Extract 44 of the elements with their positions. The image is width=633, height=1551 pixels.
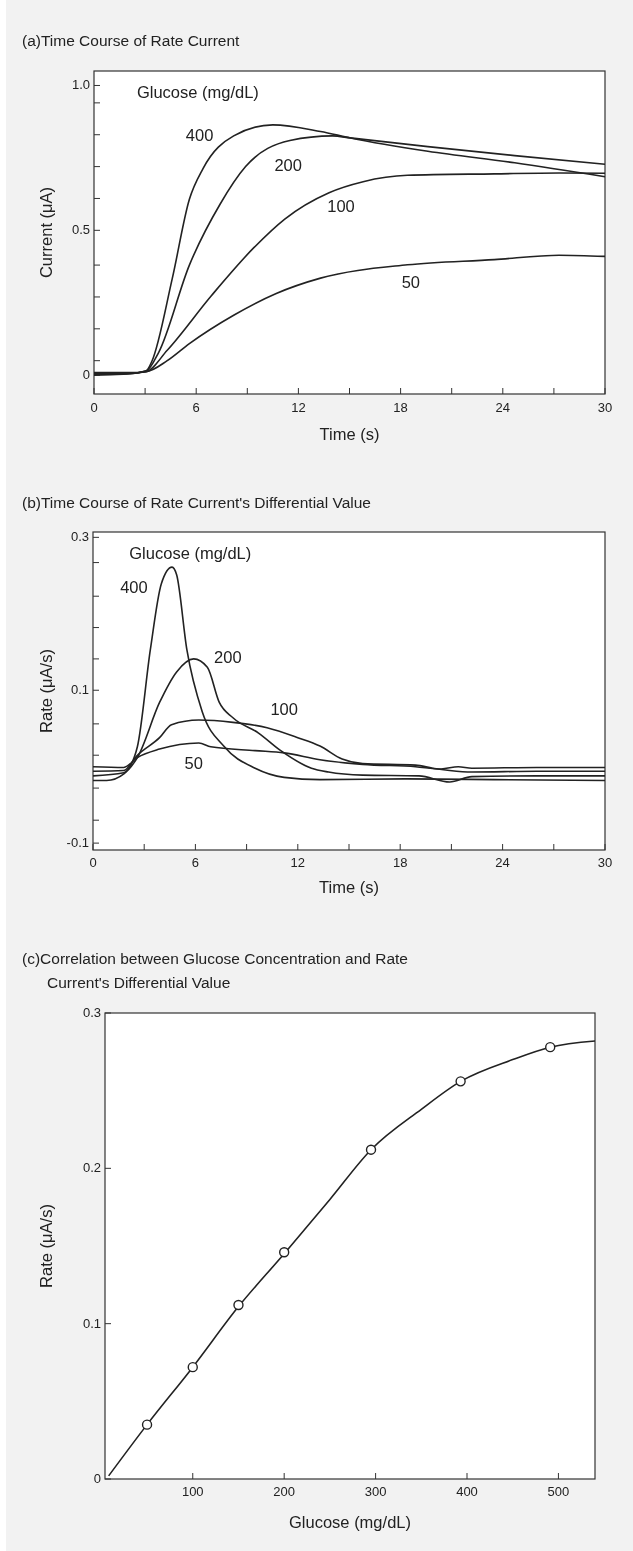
series-label: 200: [214, 647, 242, 666]
y-tick-label: 0: [93, 1471, 101, 1486]
y-tick-label: 0.3: [82, 1005, 101, 1020]
y-tick-label: 0.3: [70, 529, 89, 545]
x-tick-label: 18: [392, 855, 408, 870]
y-tick-label: -0.1: [66, 835, 89, 851]
series-label: 50: [184, 753, 203, 772]
chart-title: (b)Time Course of Rate Current's Differential Value: [22, 494, 371, 511]
x-axis-title: Time (s): [319, 425, 380, 443]
series-label: 400: [120, 578, 148, 597]
series-label: 100: [327, 197, 355, 216]
x-tick-label: 500: [547, 1484, 570, 1499]
x-tick-label: 12: [290, 855, 306, 870]
chart-title: (a)Time Course of Rate Current: [22, 32, 241, 49]
x-tick-label: 400: [456, 1484, 478, 1499]
x-tick-label: 24: [495, 400, 511, 415]
x-tick-label: 6: [191, 855, 200, 870]
x-tick-label: 300: [364, 1484, 387, 1499]
x-tick-label: 30: [597, 400, 613, 415]
chart-title: (c)Correlation between Glucose Concentration and Rate Current's Differential Value: [22, 950, 408, 991]
y-tick-label: 0: [82, 367, 90, 383]
y-axis-title: Rate (μA/s): [37, 649, 55, 733]
x-axis-title: Glucose (mg/dL): [289, 1513, 411, 1531]
y-tick-label: 0.1: [82, 1315, 101, 1331]
legend-title: Glucose (mg/dL): [136, 83, 259, 102]
series-label: 200: [274, 156, 302, 175]
y-tick-label: 0.2: [82, 1160, 101, 1176]
series-label: 400: [185, 125, 214, 144]
x-tick-label: 12: [291, 400, 306, 415]
y-axis-title: Rate (μA/s): [37, 1204, 55, 1288]
x-tick-label: 30: [597, 855, 613, 870]
x-tick-label: 24: [495, 855, 510, 870]
series-label: 50: [401, 273, 420, 292]
x-tick-label: 6: [192, 400, 200, 415]
x-axis-title: Time (s): [319, 878, 379, 896]
y-tick-label: 0.1: [70, 682, 89, 698]
x-tick-label: 100: [181, 1484, 204, 1499]
legend-title: Glucose (mg/dL): [129, 543, 252, 562]
y-axis-title: Current (μA): [37, 186, 55, 279]
y-tick-label: 0.5: [71, 222, 90, 238]
y-tick-label: 1.0: [71, 77, 90, 93]
x-tick-label: 18: [393, 400, 408, 415]
x-tick-label: 200: [273, 1484, 296, 1499]
series-label: 100: [270, 700, 298, 719]
